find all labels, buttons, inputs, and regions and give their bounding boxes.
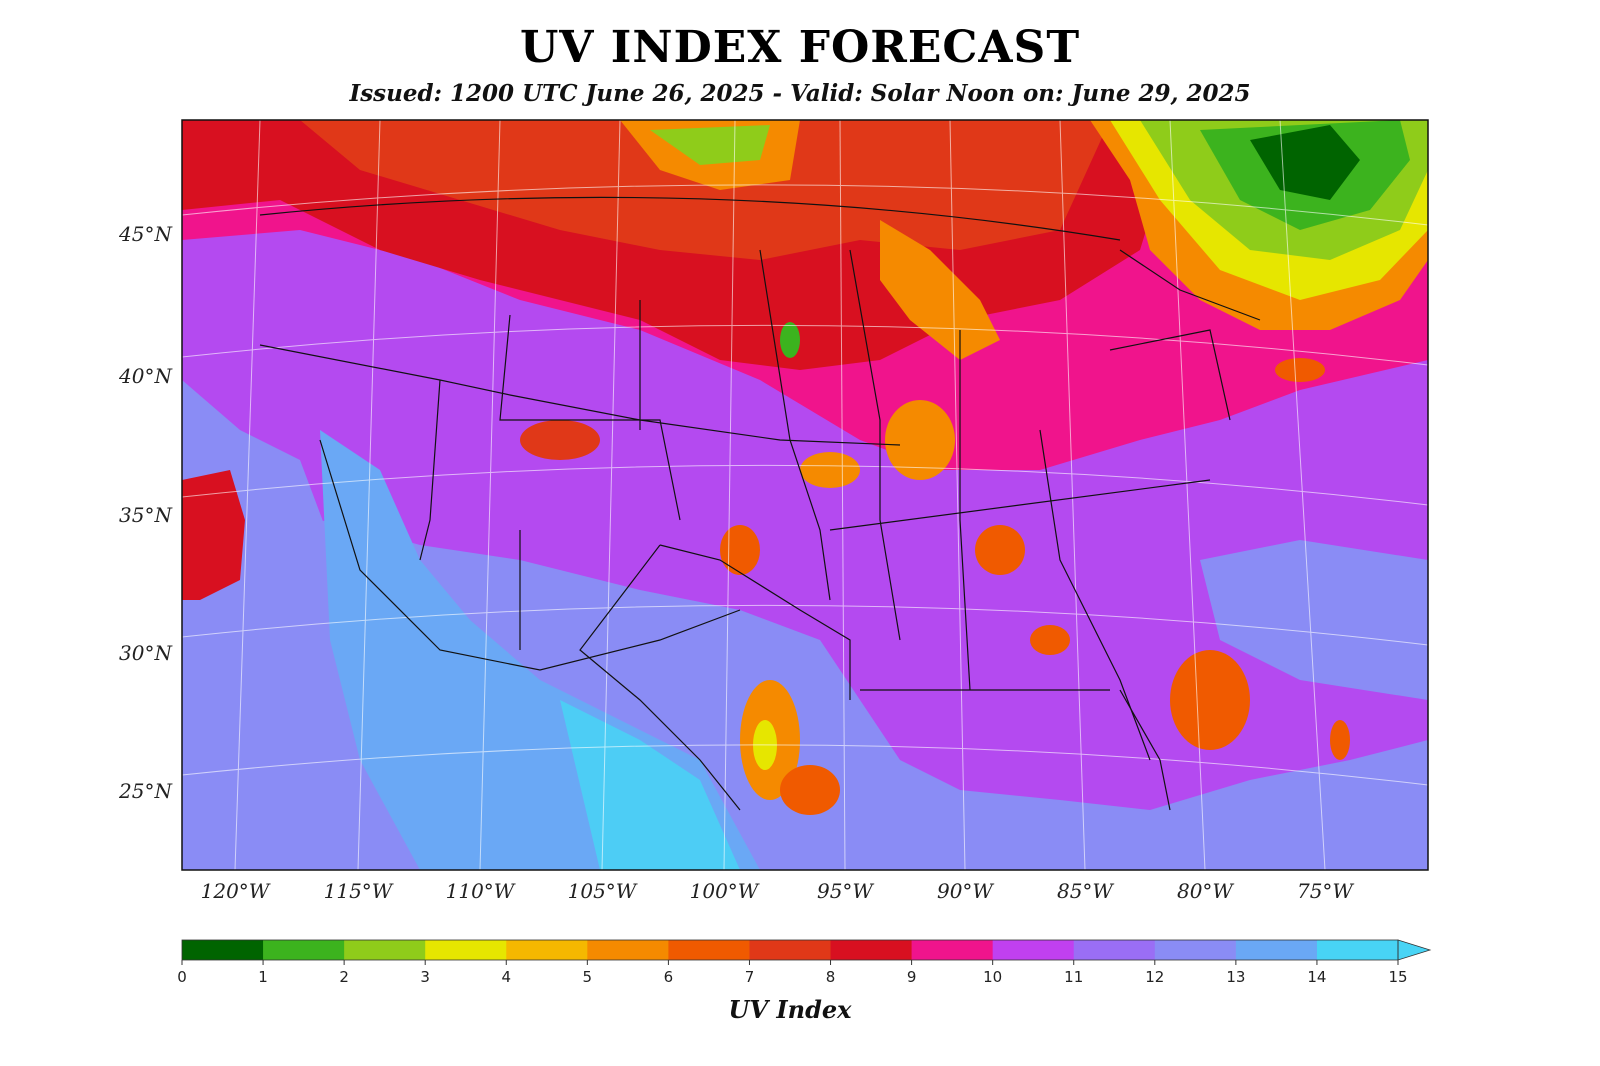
colorbar-tick-label: 8	[826, 968, 836, 986]
colorbar-swatch	[182, 940, 264, 960]
map-title: UV INDEX FORECAST	[519, 22, 1081, 73]
lon-label-120: 120°W	[201, 879, 271, 903]
colorbar-swatch	[749, 940, 832, 960]
colorbar-swatch	[1073, 940, 1156, 960]
colorbar-swatch	[263, 940, 345, 960]
political-boundaries	[259, 196, 1261, 811]
colorbar-swatch	[668, 940, 750, 960]
lon-label-80: 80°W	[1177, 879, 1234, 903]
map-subtitle: Issued: 1200 UTC June 26, 2025 - Valid: …	[349, 80, 1251, 107]
lon-label-75: 75°W	[1297, 879, 1354, 903]
colorbar-tick-label: 10	[983, 968, 1002, 986]
colorbar-tick-label: 11	[1064, 968, 1083, 986]
uv-field	[182, 120, 1428, 870]
lon-label-90: 90°W	[937, 879, 994, 903]
lat-label-45: 45°N	[118, 222, 173, 246]
colorbar-tick-label: 13	[1226, 968, 1245, 986]
colorbar-tick-label: 0	[177, 968, 187, 986]
colorbar-title: UV Index	[729, 995, 853, 1024]
colorbar-extend-arrow	[1397, 939, 1432, 961]
colorbar: 0 1 2 3 4 5 6 7 8 9 10 11 12 13 14 15 UV Index	[177, 939, 1432, 1024]
map-frame	[181, 119, 1429, 871]
lon-label-100: 100°W	[690, 879, 760, 903]
lon-label-85: 85°W	[1057, 879, 1114, 903]
colorbar-swatch	[830, 940, 913, 960]
colorbar-tick-label: 5	[583, 968, 593, 986]
lon-label-110: 110°W	[446, 879, 516, 903]
colorbar-tick-labels: 0 1 2 3 4 5 6 7 8 9 10 11 12 13 14 15	[177, 960, 1408, 986]
longitude-labels: 120°W 115°W 110°W 105°W 100°W 95°W 90°W …	[201, 879, 1355, 903]
lat-label-35: 35°N	[119, 503, 173, 527]
graticule	[182, 120, 1428, 870]
colorbar-tick-label: 15	[1388, 968, 1407, 986]
colorbar-swatch	[425, 940, 507, 960]
colorbar-tick-label: 14	[1307, 968, 1326, 986]
lon-label-105: 105°W	[568, 879, 638, 903]
colorbar-tick-label: 2	[339, 968, 349, 986]
lat-label-25: 25°N	[118, 779, 173, 803]
latitude-labels: 45°N 40°N 35°N 30°N 25°N	[118, 222, 173, 803]
colorbar-swatch	[1316, 940, 1399, 960]
colorbar-swatch	[911, 940, 994, 960]
lat-label-40: 40°N	[118, 364, 173, 388]
lat-label-30: 30°N	[119, 641, 173, 665]
colorbar-tick-label: 7	[745, 968, 755, 986]
colorbar-frame	[181, 939, 1399, 961]
colorbar-tick-label: 3	[420, 968, 430, 986]
lon-label-115: 115°W	[324, 879, 394, 903]
colorbar-tick-label: 12	[1145, 968, 1164, 986]
colorbar-swatch	[587, 940, 669, 960]
colorbar-tick-label: 4	[501, 968, 511, 986]
colorbar-swatch	[1154, 940, 1237, 960]
lon-label-95: 95°W	[817, 879, 874, 903]
colorbar-swatch	[506, 940, 588, 960]
colorbar-tick-label: 9	[907, 968, 917, 986]
colorbar-swatch	[992, 940, 1075, 960]
colorbar-tick-label: 6	[664, 968, 674, 986]
colorbar-swatch	[1235, 940, 1318, 960]
colorbar-swatch	[344, 940, 426, 960]
colorbar-tick-label: 1	[258, 968, 268, 986]
colorbar-swatches	[182, 940, 1399, 960]
